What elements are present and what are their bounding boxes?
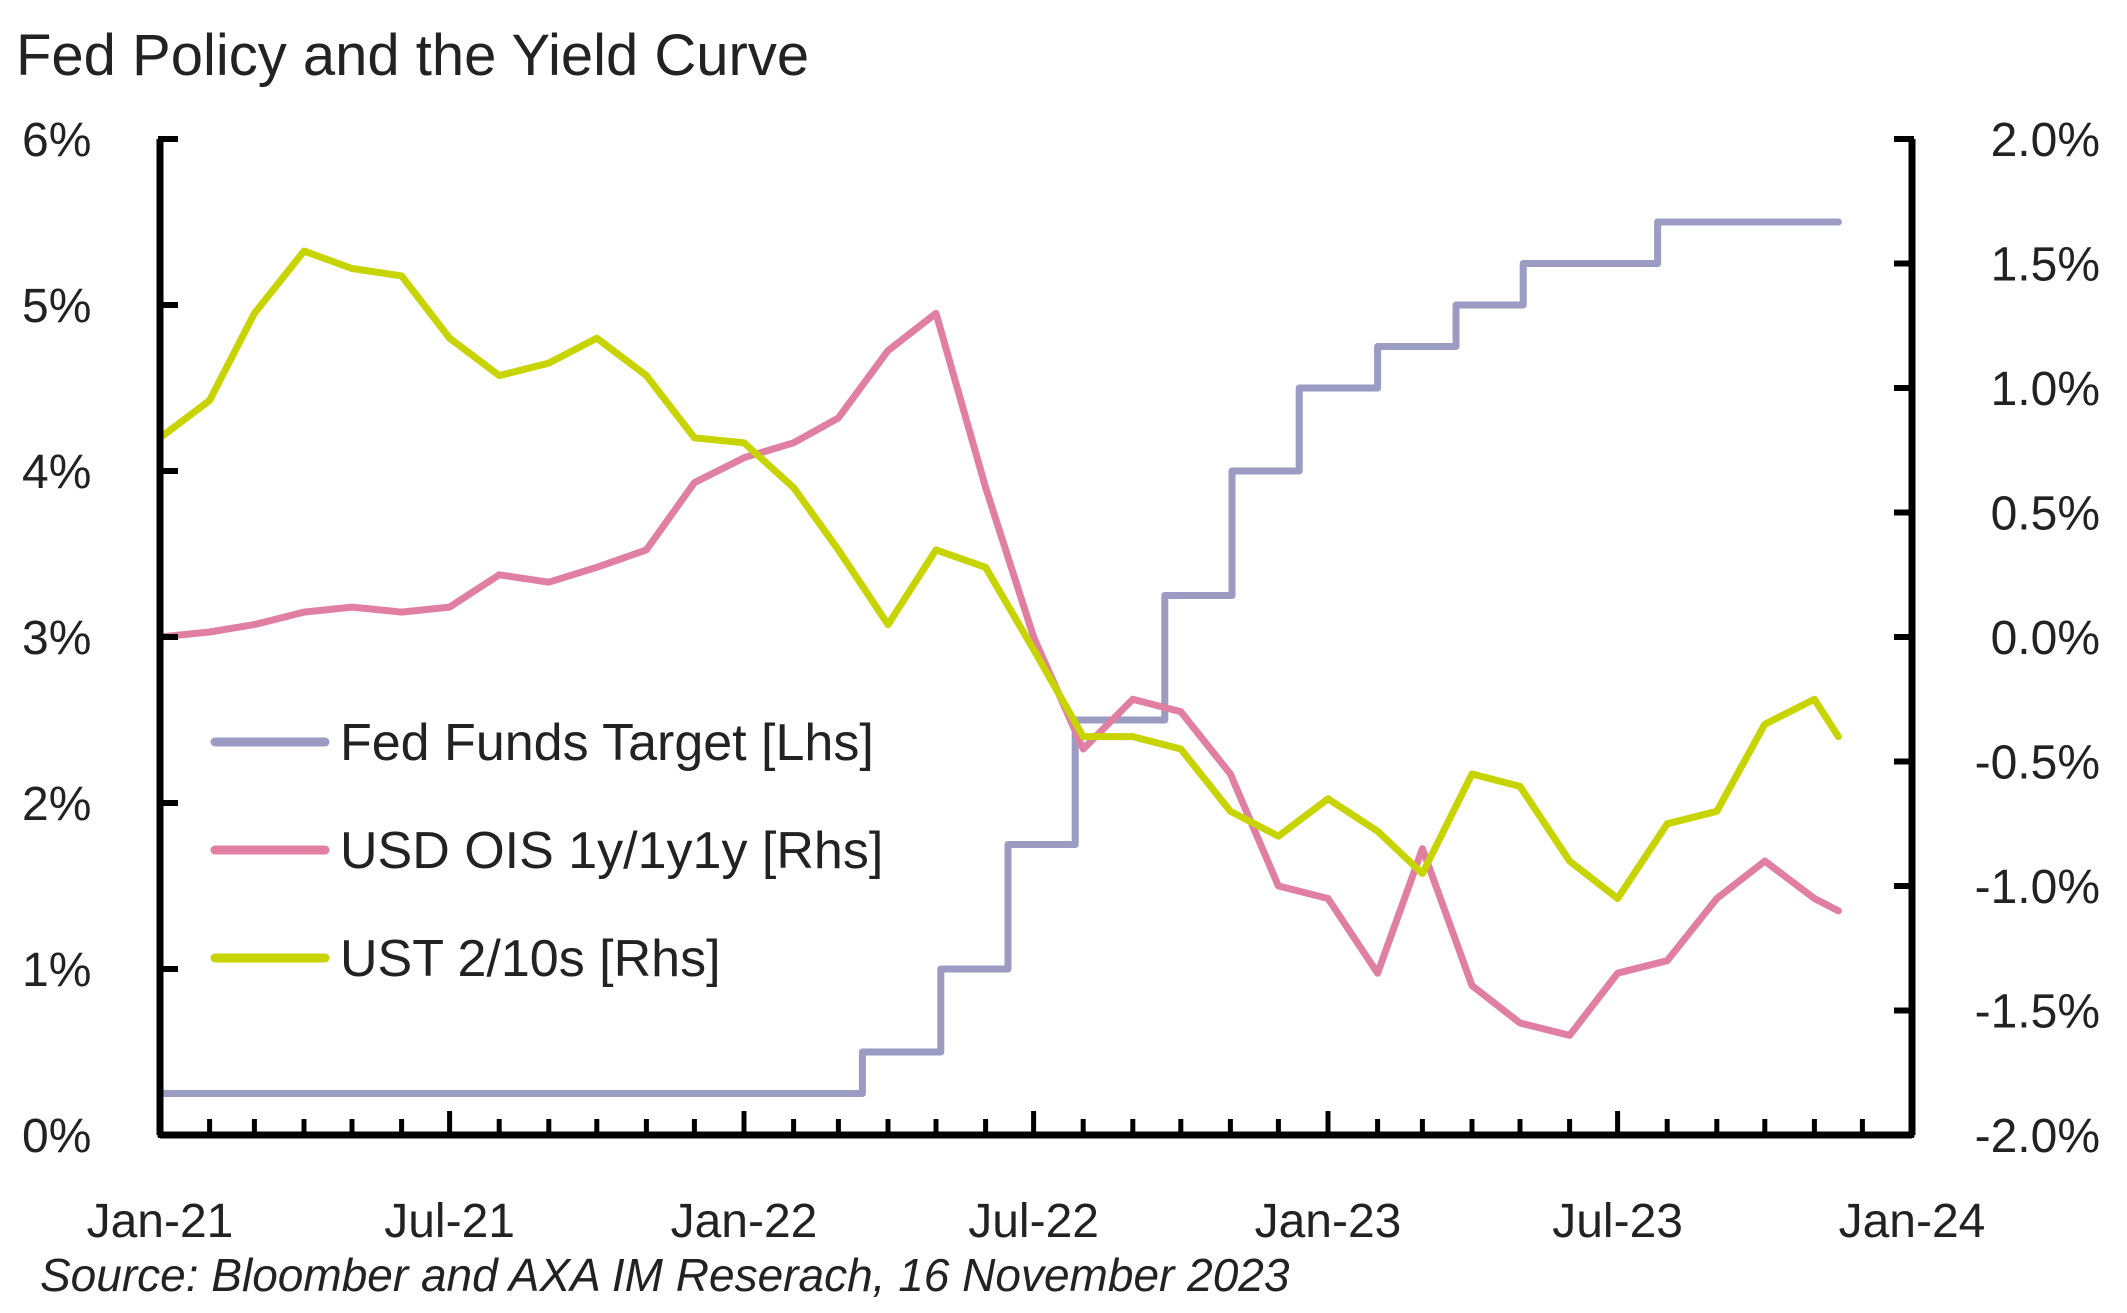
x-tick-label: Jan-22: [671, 1195, 818, 1248]
x-tick-label: Jan-24: [1839, 1195, 1986, 1248]
source-note: Source: Bloomber and AXA IM Reserach, 16…: [40, 1249, 1290, 1301]
series-line-2: [156, 309, 1842, 1039]
legend: Fed Funds Target [Lhs] USD OIS 1y/1y1y [R…: [210, 714, 883, 988]
y-left-tick-label: 2%: [22, 778, 91, 831]
y-left-tick-label: 5%: [22, 280, 91, 333]
series-layer: [156, 218, 1842, 1097]
y-left-tick-label: 6%: [22, 114, 91, 167]
y-left-tick-label: 3%: [22, 612, 91, 665]
y-left-tick-label: 1%: [22, 944, 91, 997]
y-right-tick-label: 0.5%: [1991, 488, 2100, 541]
y-left-tick-label: 4%: [22, 446, 91, 499]
y-left-tick-label: 0%: [22, 1110, 91, 1163]
y-right-tick-label: -1.5%: [1975, 986, 2100, 1039]
series-line-3: [156, 247, 1842, 902]
chart-title: Fed Policy and the Yield Curve: [16, 23, 810, 88]
legend-label-2: USD OIS 1y/1y1y [Rhs]: [340, 822, 883, 880]
x-tick-label: Jul-22: [968, 1195, 1099, 1248]
x-tick-label: Jul-23: [1552, 1195, 1683, 1248]
x-tick-label: Jan-21: [87, 1195, 234, 1248]
y-right-tick-label: -1.0%: [1975, 861, 2100, 914]
series-line-1: [156, 218, 1842, 1097]
y-right-tick-label: 0.0%: [1991, 612, 2100, 665]
x-tick-label: Jul-21: [384, 1195, 515, 1248]
y-right-tick-label: -2.0%: [1975, 1110, 2100, 1163]
y-right-tick-label: -0.5%: [1975, 737, 2100, 790]
y-right-tick-label: 1.0%: [1991, 363, 2100, 416]
x-tick-label: Jan-23: [1255, 1195, 1402, 1248]
legend-label-1: Fed Funds Target [Lhs]: [340, 714, 874, 772]
axes-layer: 0% 1% 2% 3% 4% 5% 6% -2.0% -1.5% -1.0% -0.5% 0.0% 0.…: [22, 114, 2100, 1248]
legend-label-3: UST 2/10s [Rhs]: [340, 930, 721, 988]
y-right-tick-label: 1.5%: [1991, 239, 2100, 292]
y-right-tick-label: 2.0%: [1991, 114, 2100, 167]
